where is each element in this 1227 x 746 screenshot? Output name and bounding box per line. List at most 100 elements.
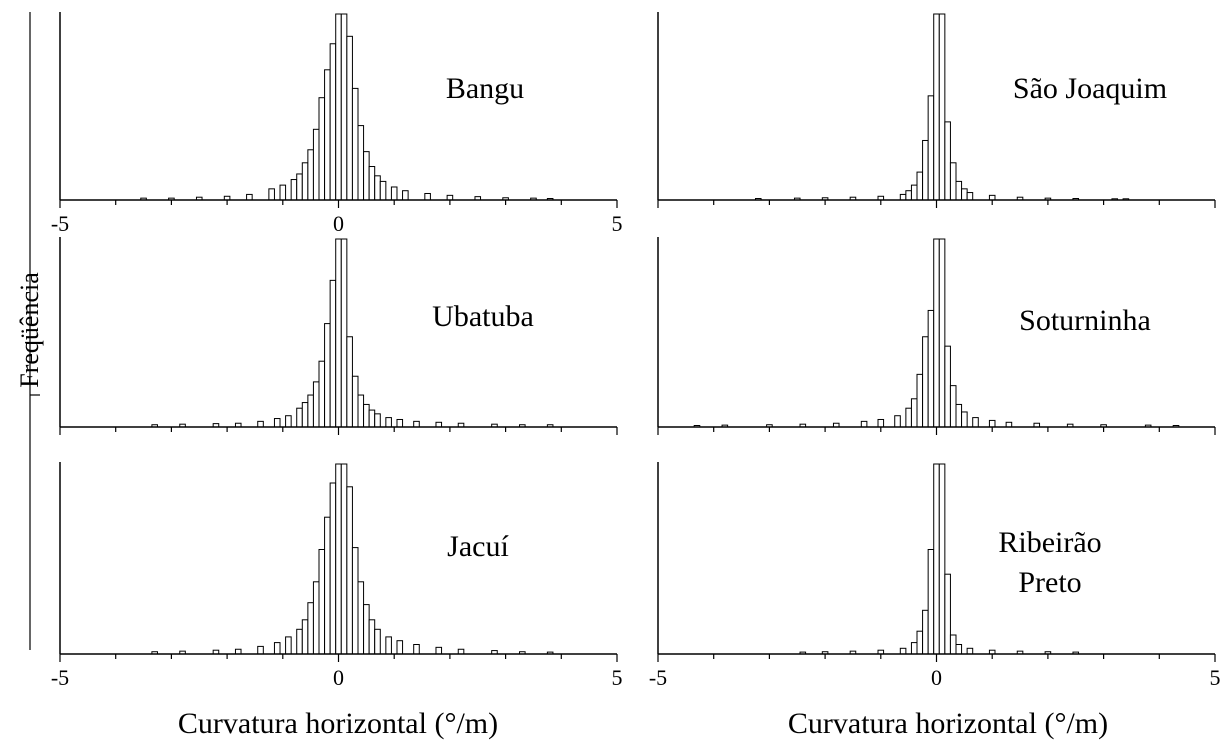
histogram-bar xyxy=(357,394,365,428)
x-tick-label: 5 xyxy=(612,211,623,236)
histogram-bar xyxy=(368,166,376,201)
histogram-bar xyxy=(944,121,951,201)
panel-label: Preto xyxy=(1018,566,1081,599)
histogram-bar xyxy=(335,463,342,655)
x-tick-label: 0 xyxy=(333,665,344,690)
histogram-bar xyxy=(944,573,951,655)
histogram-bar xyxy=(318,97,326,201)
histogram-bar xyxy=(916,373,924,428)
y-axis-label: Freqüência xyxy=(15,272,44,388)
histogram-bar xyxy=(922,609,929,655)
histogram-bar xyxy=(318,360,326,428)
histogram-panel: São Joaquim xyxy=(657,12,1216,208)
histogram-bar xyxy=(312,581,320,655)
x-axis-label-left: Curvatura horizontal (°/m) xyxy=(178,707,498,740)
histogram-bar xyxy=(329,482,337,655)
histogram-bar xyxy=(290,179,298,201)
histogram-bar xyxy=(955,180,963,201)
histogram-bar xyxy=(955,644,963,655)
histogram-bar xyxy=(949,385,957,428)
histogram-bar xyxy=(285,415,292,428)
histogram-bar xyxy=(374,413,381,428)
histogram-bar xyxy=(346,35,353,201)
histogram-bar xyxy=(955,403,963,428)
histogram-bar xyxy=(357,581,365,655)
histogram-bar xyxy=(351,87,359,201)
panel-label: Bangu xyxy=(446,72,524,105)
histogram-bar xyxy=(961,188,968,201)
histogram-panel: -5 0 5 Jacuí xyxy=(51,462,623,690)
x-tick-label: 0 xyxy=(931,665,942,690)
histogram-bar xyxy=(944,345,951,428)
histogram-bar xyxy=(988,419,996,428)
histogram-bar xyxy=(922,139,929,201)
x-tick-label: 5 xyxy=(612,665,623,690)
panel-label: Ubatuba xyxy=(432,300,534,333)
histogram-bar xyxy=(296,173,303,201)
histogram-bar xyxy=(340,463,348,655)
histogram-bar xyxy=(246,193,253,201)
histogram-bar xyxy=(916,171,924,201)
x-tick-label: -5 xyxy=(51,211,69,236)
histogram-bar xyxy=(927,549,935,655)
histogram-bar xyxy=(910,184,918,201)
histogram-panel: Ubatuba xyxy=(59,237,618,435)
histogram-bar xyxy=(340,13,348,201)
histogram-bar xyxy=(938,463,946,655)
histogram-bar xyxy=(966,192,974,201)
histogram-bar xyxy=(374,175,381,201)
histogram-bar xyxy=(385,636,392,655)
histogram-bar xyxy=(268,188,275,201)
histogram-panel: -5 0 5 Ribeirão Preto xyxy=(649,462,1221,690)
histogram-bar xyxy=(363,604,370,655)
histogram-bar xyxy=(894,415,901,428)
x-tick-label: -5 xyxy=(51,665,69,690)
histogram-bar xyxy=(385,417,392,428)
histogram-bar xyxy=(324,516,331,655)
x-tick-label: 0 xyxy=(333,211,344,236)
histogram-bar xyxy=(910,398,918,428)
histogram-bar xyxy=(396,640,404,655)
histogram-bar xyxy=(279,184,287,201)
histogram-bar xyxy=(340,238,348,428)
histogram-bar xyxy=(413,644,420,655)
histogram-bar xyxy=(363,151,370,201)
histogram-bar xyxy=(368,409,376,428)
histogram-bar xyxy=(899,647,907,655)
histogram-bar xyxy=(933,463,940,655)
histogram-bar xyxy=(351,375,359,428)
histogram-bar xyxy=(301,619,309,655)
histogram-bar xyxy=(424,192,431,201)
histogram-bar xyxy=(285,636,292,655)
histogram-bar xyxy=(273,642,281,655)
panel-label: São Joaquim xyxy=(1013,72,1167,105)
histogram-bar xyxy=(933,13,940,201)
histogram-bar xyxy=(933,238,940,428)
histogram-bar xyxy=(301,402,309,428)
panel-label: Jacuí xyxy=(447,530,509,563)
histogram-bar xyxy=(966,647,974,655)
histogram-bar xyxy=(346,486,353,655)
x-tick-label: -5 xyxy=(649,665,667,690)
histogram-bar xyxy=(949,634,957,655)
histogram-bar xyxy=(922,336,929,428)
histogram-bar xyxy=(312,128,320,201)
histogram-bar xyxy=(318,549,326,655)
histogram-bar xyxy=(860,420,868,428)
histogram-bar xyxy=(972,417,979,428)
histogram-bar xyxy=(390,186,398,201)
histogram-panels: -5 0 5 Bangu São Joaquim Ubatuba Soturninha -5 0… xyxy=(51,12,1221,690)
histogram-bar xyxy=(877,418,885,428)
histogram-bar xyxy=(324,69,331,201)
histogram-bar xyxy=(910,642,918,655)
histogram-bar xyxy=(435,646,443,655)
histogram-bar xyxy=(899,193,907,201)
histogram-bar xyxy=(916,630,924,655)
histogram-bar xyxy=(374,628,381,655)
histogram-bar xyxy=(257,420,264,428)
x-axis-label-right: Curvatura horizontal (°/m) xyxy=(788,707,1108,740)
histogram-bar xyxy=(368,619,376,655)
histogram-bar xyxy=(335,238,342,428)
histogram-bar xyxy=(363,403,370,428)
